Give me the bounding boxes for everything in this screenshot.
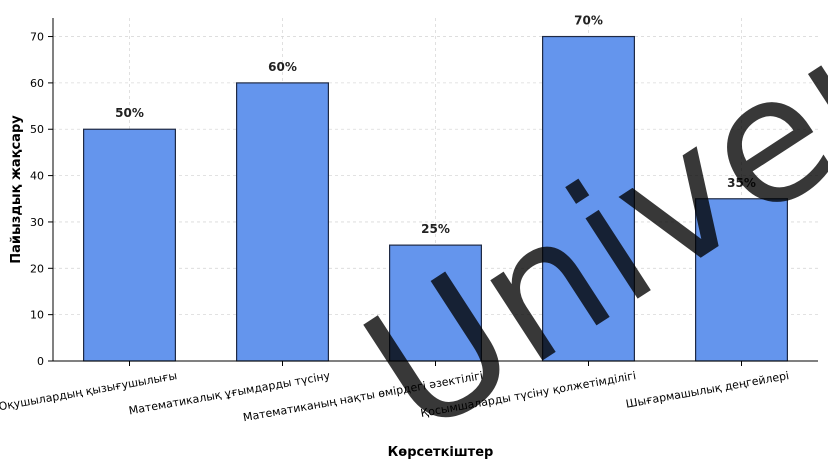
- axes: [48, 18, 818, 366]
- x-axis-title: Көрсеткіштер: [388, 445, 494, 460]
- bar-value-label: 60%: [268, 60, 297, 74]
- bar-value-label: 70%: [574, 14, 603, 28]
- bar-value-label: 35%: [727, 176, 756, 190]
- bar-value-label: 25%: [421, 222, 450, 236]
- y-tick-label: 20: [30, 262, 44, 275]
- gridlines: [53, 18, 818, 362]
- bars: [82, 35, 788, 362]
- bar: [541, 35, 635, 362]
- bar: [236, 82, 330, 362]
- y-tick-label: 50: [30, 123, 44, 136]
- x-tick-label: Шығармашылық деңгейлері: [625, 369, 790, 411]
- y-tick-label: 40: [30, 170, 44, 183]
- y-tick-label: 70: [30, 31, 44, 44]
- y-tick-label: 60: [30, 77, 44, 90]
- bar: [694, 198, 788, 362]
- bar-value-label: 50%: [115, 106, 144, 120]
- y-axis-title: Пайыздық жақсару: [9, 115, 24, 264]
- bar: [389, 244, 483, 362]
- y-tick-label: 30: [30, 216, 44, 229]
- y-tick-label: 0: [37, 355, 44, 368]
- y-tick-label: 10: [30, 309, 44, 322]
- bar: [82, 128, 177, 362]
